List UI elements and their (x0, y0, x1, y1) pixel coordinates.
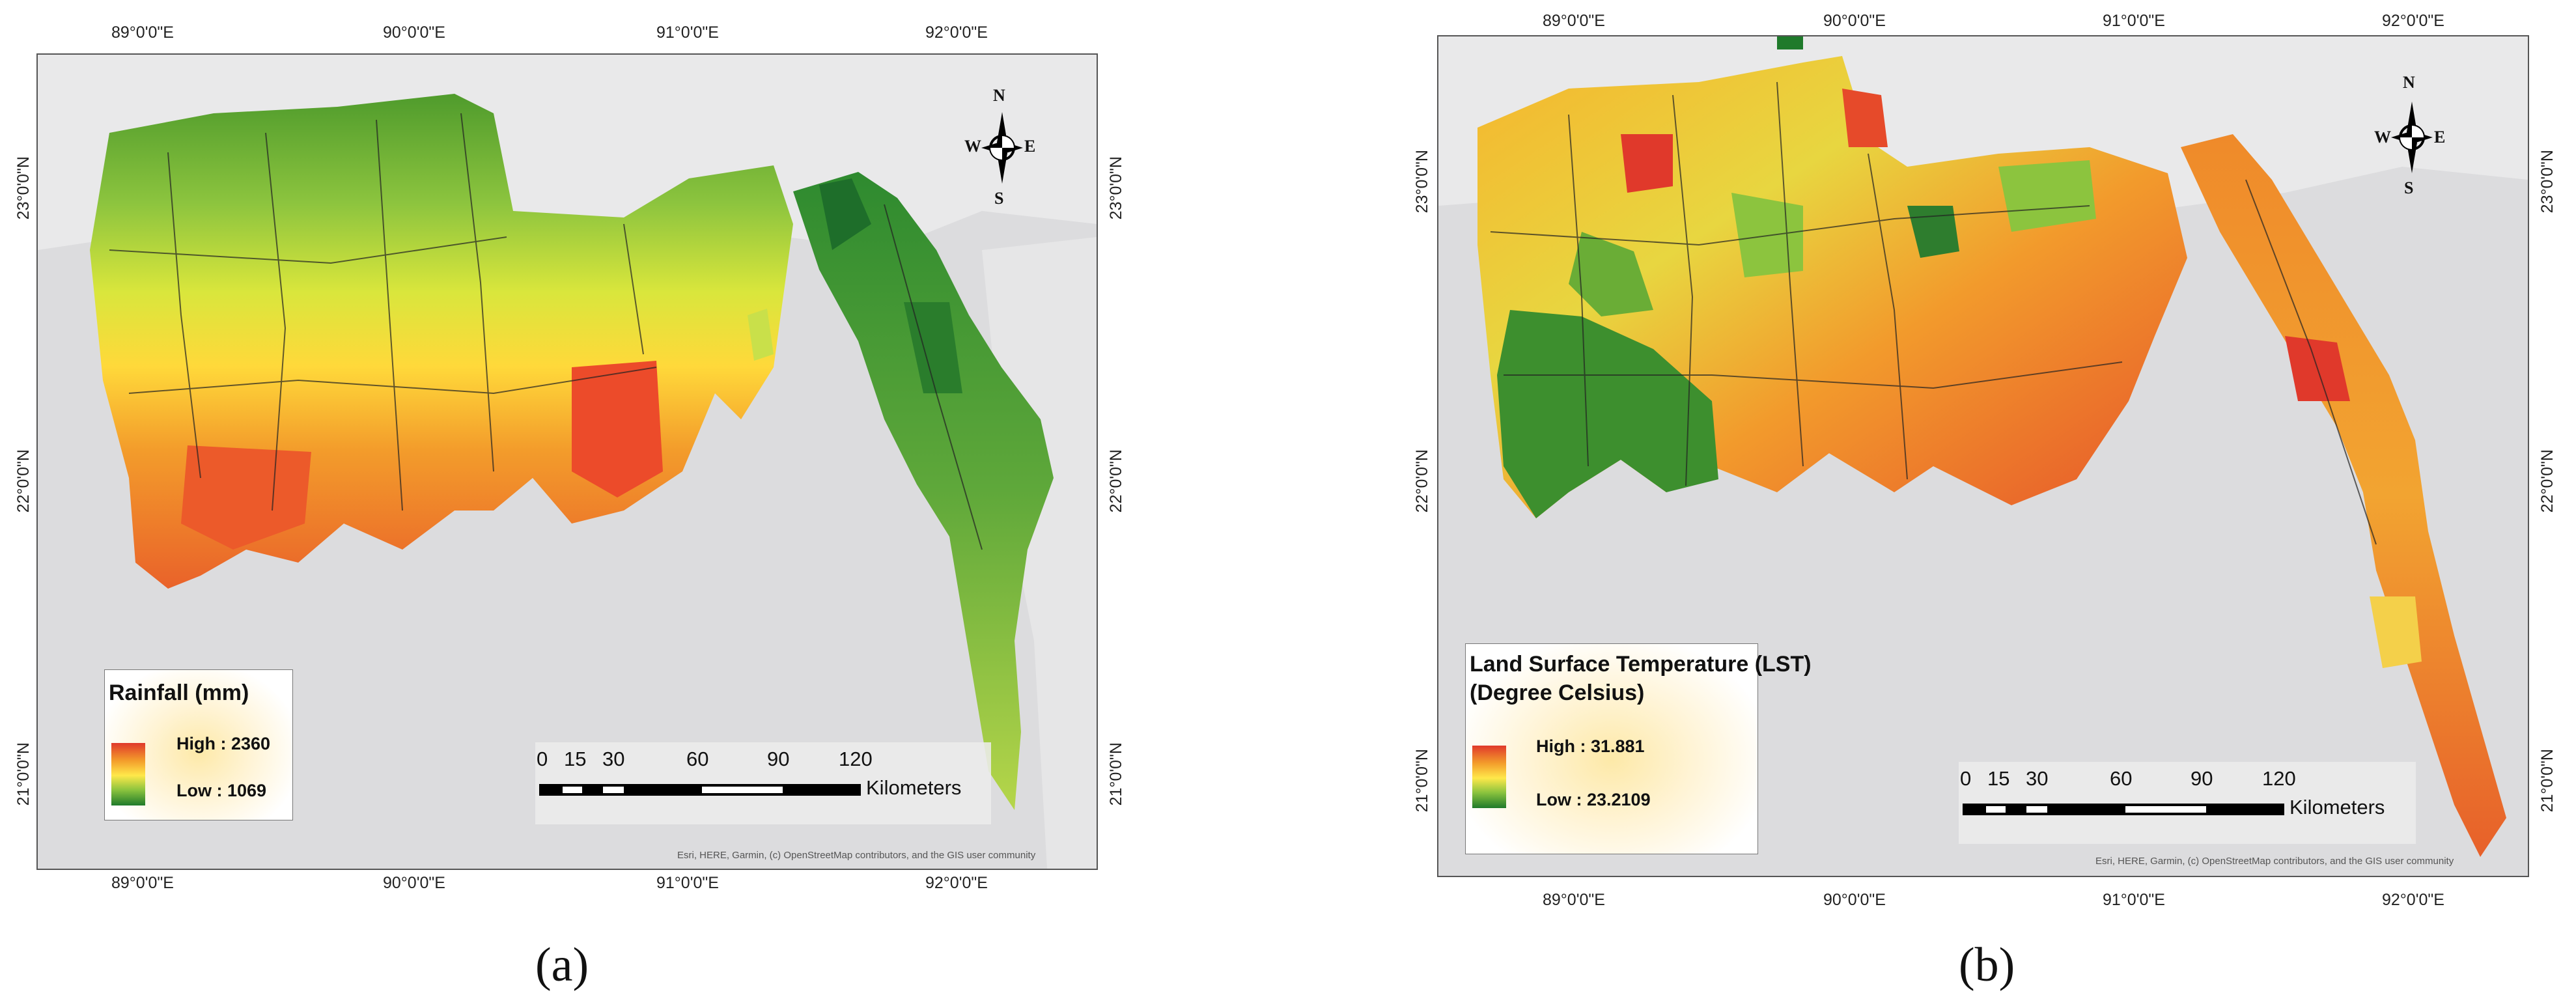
legend-low-label: Low : 1069 (176, 781, 267, 800)
map-attribution: Esri, HERE, Garmin, (c) OpenStreetMap co… (2095, 856, 2454, 867)
lat-tick-23-left: 23°0'0"N (14, 156, 33, 220)
lon-tick-89-bottom: 89°0'0"E (1543, 891, 1605, 909)
scale-number: 30 (602, 748, 625, 770)
north-arrow-a: N W E S (964, 86, 1036, 210)
lat-tick-21-right: 21°0'0"N (1107, 742, 1125, 806)
lon-tick-90-top: 90°0'0"E (383, 23, 445, 42)
scale-number: 60 (686, 748, 709, 770)
lon-tick-92-top: 92°0'0"E (2382, 12, 2444, 30)
lon-tick-90-bottom: 90°0'0"E (383, 874, 445, 892)
lat-tick-22-right: 22°0'0"N (1107, 449, 1125, 513)
east-label: E (2434, 128, 2446, 147)
lat-tick-23-right: 23°0'0"N (2538, 150, 2556, 214)
compass-rose-icon (2391, 102, 2433, 173)
lst-map-canvas (1438, 36, 2528, 876)
scale-bar-a: 0 15 30 60 90 120 Kilometers (535, 742, 991, 824)
panel-caption-b: (b) (1959, 938, 2015, 992)
lon-tick-92-bottom: 92°0'0"E (925, 874, 988, 892)
legend-title: Rainfall (mm) (109, 680, 249, 705)
scale-number: 0 (1960, 767, 1972, 790)
lat-tick-22-left: 22°0'0"N (1413, 449, 1431, 513)
legend-lst: Land Surface Temperature (LST) (Degree C… (1465, 643, 1812, 854)
map-frame-b (1437, 35, 2529, 877)
lon-tick-90-bottom: 90°0'0"E (1823, 891, 1886, 909)
south-label: S (2404, 178, 2414, 197)
lon-tick-89-top: 89°0'0"E (111, 23, 174, 42)
lon-tick-89-bottom: 89°0'0"E (111, 874, 174, 892)
lon-tick-92-top: 92°0'0"E (925, 23, 988, 42)
legend-low-label: Low : 23.2109 (1536, 790, 1651, 809)
lon-tick-91-top: 91°0'0"E (656, 23, 719, 42)
lat-tick-23-left: 23°0'0"N (1413, 150, 1431, 214)
legend-rainfall: Rainfall (mm) High : 2360 Low : 1069 (104, 669, 293, 820)
scale-bar-graphic (1963, 804, 2284, 815)
scale-number: 15 (564, 748, 587, 770)
rainfall-area-east (793, 172, 1054, 810)
scale-number: 30 (2026, 767, 2049, 790)
legend-high-label: High : 31.881 (1536, 736, 1645, 756)
lon-tick-91-top: 91°0'0"E (2103, 12, 2165, 30)
scale-number: 120 (839, 748, 873, 770)
panel-caption-a: (a) (535, 938, 589, 992)
lst-area-east (2181, 134, 2506, 857)
scale-bar-b: 0 15 30 60 90 120 Kilometers (1959, 762, 2416, 844)
scale-bar-graphic (539, 784, 861, 796)
north-label: N (2403, 73, 2415, 92)
scale-number: 90 (767, 748, 790, 770)
scale-number: 120 (2262, 767, 2296, 790)
lat-tick-21-left: 21°0'0"N (14, 742, 33, 806)
scale-number: 60 (2110, 767, 2133, 790)
compass-rose-icon (981, 112, 1023, 184)
north-label: N (993, 86, 1005, 105)
legend-color-ramp (1472, 746, 1506, 808)
lat-tick-21-left: 21°0'0"N (1413, 749, 1431, 813)
scale-unit: Kilometers (866, 776, 962, 799)
scale-unit: Kilometers (2289, 796, 2385, 819)
east-label: E (1024, 137, 1036, 156)
lat-tick-22-right: 22°0'0"N (2538, 449, 2556, 513)
lat-tick-23-right: 23°0'0"N (1107, 156, 1125, 220)
lon-tick-90-top: 90°0'0"E (1823, 12, 1886, 30)
legend-high-label: High : 2360 (176, 734, 271, 753)
lon-tick-91-bottom: 91°0'0"E (656, 874, 719, 892)
lon-tick-92-bottom: 92°0'0"E (2382, 891, 2444, 909)
legend-title: Land Surface Temperature (LST) (1470, 652, 1812, 677)
west-label: W (964, 137, 981, 156)
west-label: W (2374, 128, 2391, 147)
scale-number: 90 (2191, 767, 2213, 790)
legend-color-ramp (111, 743, 145, 805)
panel-a-rainfall-map: 89°0'0"E 90°0'0"E 91°0'0"E 92°0'0"E 89°0… (14, 23, 1125, 992)
scale-number: 15 (1987, 767, 2010, 790)
lon-tick-91-bottom: 91°0'0"E (2103, 891, 2165, 909)
scale-number: 0 (537, 748, 548, 770)
lat-tick-22-left: 22°0'0"N (14, 449, 33, 513)
map-attribution: Esri, HERE, Garmin, (c) OpenStreetMap co… (677, 850, 1036, 861)
south-label: S (994, 189, 1004, 208)
legend-subtitle: (Degree Celsius) (1470, 680, 1645, 705)
lat-tick-21-right: 21°0'0"N (2538, 749, 2556, 813)
lon-tick-89-top: 89°0'0"E (1543, 12, 1605, 30)
panel-b-lst-map: 89°0'0"E 90°0'0"E 91°0'0"E 92°0'0"E 89°0… (1288, 0, 2576, 1008)
north-arrow-b: N W E S (2374, 73, 2446, 197)
